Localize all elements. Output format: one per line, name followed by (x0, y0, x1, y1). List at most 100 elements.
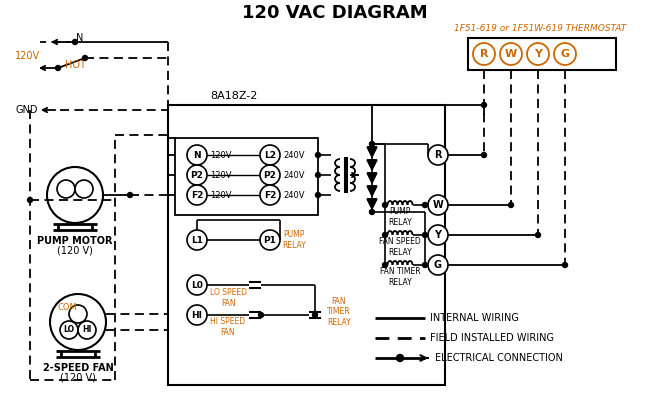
Text: PUMP
RELAY: PUMP RELAY (388, 207, 412, 227)
Text: COM: COM (57, 303, 77, 313)
Text: 120V: 120V (210, 150, 232, 160)
Circle shape (428, 145, 448, 165)
Text: N: N (76, 33, 84, 43)
Circle shape (259, 313, 263, 318)
Circle shape (316, 173, 320, 178)
Text: G: G (434, 260, 442, 270)
Polygon shape (367, 147, 377, 157)
Text: P1: P1 (263, 235, 277, 245)
Circle shape (369, 210, 375, 215)
Circle shape (369, 142, 375, 147)
Text: (120 V): (120 V) (57, 245, 93, 255)
Text: (120 V): (120 V) (60, 372, 96, 382)
Circle shape (554, 43, 576, 65)
Circle shape (316, 192, 320, 197)
Text: INTERNAL WIRING: INTERNAL WIRING (430, 313, 519, 323)
Circle shape (397, 354, 403, 362)
Circle shape (187, 275, 207, 295)
Circle shape (482, 103, 486, 108)
Circle shape (260, 185, 280, 205)
Circle shape (383, 262, 387, 267)
Text: F2: F2 (264, 191, 276, 199)
Text: LO SPEED
FAN: LO SPEED FAN (210, 288, 247, 308)
Text: ELECTRICAL CONNECTION: ELECTRICAL CONNECTION (435, 353, 563, 363)
Circle shape (316, 153, 320, 158)
Circle shape (27, 197, 33, 202)
Circle shape (383, 202, 387, 207)
Text: HI: HI (82, 326, 92, 334)
Circle shape (423, 262, 427, 267)
Circle shape (428, 195, 448, 215)
Circle shape (383, 233, 387, 238)
Circle shape (187, 230, 207, 250)
Circle shape (509, 202, 513, 207)
Circle shape (82, 55, 88, 60)
Text: 240V: 240V (283, 191, 304, 199)
Bar (468, 38, 616, 70)
Text: Y: Y (534, 49, 542, 59)
Polygon shape (367, 186, 377, 196)
Circle shape (260, 145, 280, 165)
Text: LO: LO (64, 326, 74, 334)
Text: 8A18Z-2: 8A18Z-2 (210, 91, 257, 101)
Text: 120V: 120V (15, 51, 40, 61)
Circle shape (69, 305, 87, 323)
Circle shape (60, 321, 78, 339)
Text: PUMP MOTOR: PUMP MOTOR (38, 236, 113, 246)
Circle shape (527, 43, 549, 65)
Text: R: R (480, 49, 488, 59)
Circle shape (500, 43, 522, 65)
Text: FAN
TIMER
RELAY: FAN TIMER RELAY (327, 297, 351, 327)
Circle shape (428, 225, 448, 245)
Text: F2: F2 (191, 191, 203, 199)
Text: L2: L2 (264, 150, 276, 160)
Text: 2-SPEED FAN: 2-SPEED FAN (43, 363, 113, 373)
Circle shape (312, 313, 318, 318)
Polygon shape (367, 160, 377, 170)
Circle shape (260, 230, 280, 250)
Circle shape (57, 180, 75, 198)
Text: L1: L1 (191, 235, 203, 245)
Text: P2: P2 (190, 171, 204, 179)
Circle shape (563, 262, 567, 267)
Text: FAN SPEED
RELAY: FAN SPEED RELAY (379, 237, 421, 257)
Text: HI: HI (192, 310, 202, 320)
Text: N: N (193, 150, 201, 160)
Bar (175, 138, 318, 215)
Polygon shape (367, 199, 377, 209)
Circle shape (187, 165, 207, 185)
Circle shape (423, 233, 427, 238)
Text: GND: GND (15, 105, 38, 115)
Polygon shape (367, 173, 377, 183)
Circle shape (423, 202, 427, 207)
Text: L0: L0 (191, 280, 203, 290)
Text: 240V: 240V (283, 171, 304, 179)
Text: HOT: HOT (65, 60, 86, 70)
Text: FIELD INSTALLED WIRING: FIELD INSTALLED WIRING (430, 333, 554, 343)
Text: 240V: 240V (283, 150, 304, 160)
Text: 1F51-619 or 1F51W-619 THERMOSTAT: 1F51-619 or 1F51W-619 THERMOSTAT (454, 23, 626, 33)
Circle shape (187, 145, 207, 165)
Circle shape (428, 255, 448, 275)
Circle shape (187, 185, 207, 205)
Circle shape (78, 321, 96, 339)
Text: W: W (433, 200, 444, 210)
Text: HI SPEED
FAN: HI SPEED FAN (210, 317, 245, 337)
Text: 120V: 120V (210, 191, 232, 199)
Circle shape (473, 43, 495, 65)
Text: W: W (505, 49, 517, 59)
Circle shape (260, 165, 280, 185)
Text: 120 VAC DIAGRAM: 120 VAC DIAGRAM (242, 4, 428, 22)
Text: 120V: 120V (210, 171, 232, 179)
Text: R: R (434, 150, 442, 160)
Text: PUMP
RELAY: PUMP RELAY (282, 230, 306, 250)
Circle shape (56, 65, 60, 70)
Circle shape (127, 192, 133, 197)
Circle shape (187, 305, 207, 325)
Text: G: G (560, 49, 570, 59)
Circle shape (72, 39, 78, 44)
Text: FAN TIMER
RELAY: FAN TIMER RELAY (380, 267, 420, 287)
Bar (168, 105, 445, 385)
Circle shape (482, 153, 486, 158)
Text: P2: P2 (263, 171, 277, 179)
